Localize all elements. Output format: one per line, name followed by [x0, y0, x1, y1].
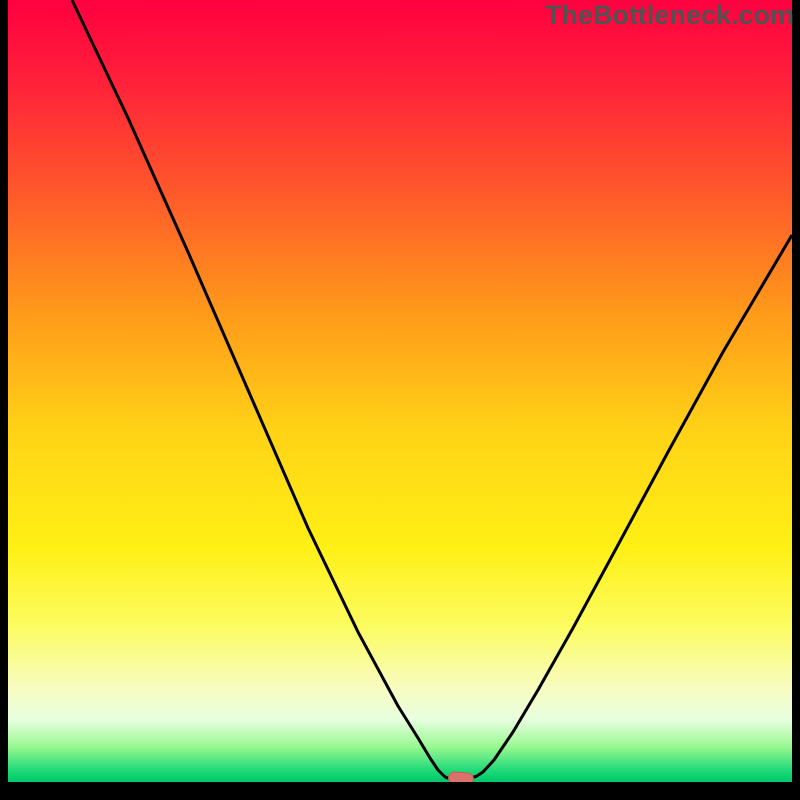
plot-frame — [0, 0, 800, 800]
chart-root: { "canvas": { "width": 800, "height": 80… — [0, 0, 800, 800]
watermark-text: TheBottleneck.com — [545, 0, 794, 31]
